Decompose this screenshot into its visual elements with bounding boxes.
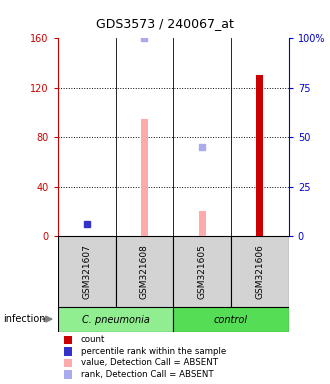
Bar (141, 119, 148, 236)
Text: GDS3573 / 240067_at: GDS3573 / 240067_at (96, 17, 234, 30)
Text: GSM321608: GSM321608 (140, 244, 149, 299)
Text: C. pneumonia: C. pneumonia (82, 314, 149, 325)
Bar (173, 307, 289, 332)
Text: rank, Detection Call = ABSENT: rank, Detection Call = ABSENT (81, 370, 214, 379)
Bar (231, 236, 289, 307)
Text: control: control (214, 314, 248, 325)
Bar (173, 236, 231, 307)
Bar (199, 212, 206, 236)
Text: count: count (81, 335, 105, 344)
Text: GSM321605: GSM321605 (198, 244, 207, 299)
Text: GSM321606: GSM321606 (255, 244, 264, 299)
Text: infection: infection (3, 314, 46, 324)
Text: GSM321607: GSM321607 (82, 244, 91, 299)
Bar (115, 236, 173, 307)
Bar (256, 76, 263, 236)
Text: value, Detection Call = ABSENT: value, Detection Call = ABSENT (81, 358, 218, 367)
Bar (58, 236, 115, 307)
Text: percentile rank within the sample: percentile rank within the sample (81, 347, 226, 356)
Bar (58, 307, 173, 332)
